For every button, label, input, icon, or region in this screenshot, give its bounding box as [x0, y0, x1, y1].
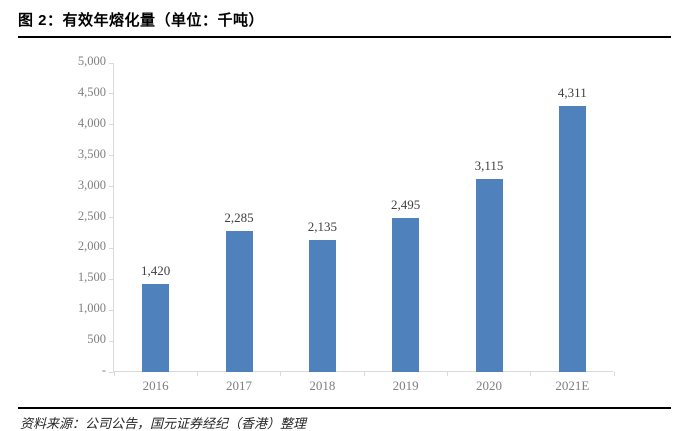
x-axis-tick-mark [613, 372, 615, 376]
y-axis-tick-mark [109, 340, 113, 342]
x-axis-tick-mark [363, 372, 365, 376]
bar-value-label: 4,311 [557, 85, 587, 100]
bar-2016 [142, 284, 170, 372]
y-axis-tick-mark [109, 247, 113, 249]
bar-2017 [225, 231, 253, 372]
x-axis-tick-mark [446, 372, 448, 376]
y-axis-tick-label: 500 [87, 332, 106, 347]
y-axis-tick-label: 4,000 [77, 115, 106, 130]
bar-value-label: 3,115 [474, 158, 504, 173]
title-divider [18, 36, 671, 38]
x-axis-tick-mark [196, 372, 198, 376]
x-axis-category-label: 2016 [142, 378, 169, 393]
bar-value-label: 1,420 [141, 263, 171, 278]
bar-2018 [308, 240, 336, 372]
x-axis-tick-mark [113, 372, 115, 376]
y-axis-tick-mark [109, 155, 113, 157]
x-axis-category-label: 2018 [309, 378, 336, 393]
bar-2019 [392, 218, 420, 372]
x-axis-category-label: 2017 [225, 378, 252, 393]
x-axis-category-label: 2019 [392, 378, 419, 393]
y-axis-tick-label: 5,000 [77, 54, 106, 68]
x-axis-category-label: 2020 [475, 378, 502, 393]
x-axis-tick-mark [530, 372, 532, 376]
y-axis-tick-label: 1,500 [77, 270, 106, 285]
y-axis-tick-label: 2,500 [77, 208, 106, 223]
y-axis-tick-mark [109, 371, 113, 373]
y-axis-tick-label: 2,000 [77, 239, 106, 254]
y-axis-tick-mark [109, 124, 113, 126]
y-axis-tick-label: 3,500 [77, 146, 106, 161]
y-axis-tick-mark [109, 278, 113, 280]
y-axis-tick-mark [109, 93, 113, 95]
x-axis-tick-mark [280, 372, 282, 376]
y-axis-tick-label: 1,000 [77, 301, 106, 316]
y-axis-tick-mark [109, 62, 113, 64]
y-axis-tick-mark [109, 217, 113, 218]
y-axis-tick-label: - [101, 363, 106, 377]
footer-divider [18, 407, 671, 409]
y-axis-tick-mark [109, 309, 113, 311]
source-note: 资料来源：公司公告，国元证券经纪（香港）整理 [20, 416, 307, 431]
bar-2020 [475, 179, 503, 372]
bar-value-label: 2,495 [391, 197, 421, 212]
y-axis-tick-label: 4,500 [77, 84, 106, 99]
y-axis-tick-mark [109, 186, 113, 188]
bar-2021E [558, 106, 586, 372]
x-axis-category-label: 2021E [555, 378, 590, 393]
bar-chart-plot-area: - 500 1,000 1,500 2,000 2,500 3,000 3,500 4,000 4… [78, 54, 615, 393]
figure-title: 图 2：有效年熔化量（单位：千吨） [18, 12, 265, 29]
bar-value-label: 2,285 [224, 210, 254, 225]
bar-value-label: 2,135 [307, 219, 337, 234]
y-axis-tick-label: 3,000 [77, 177, 106, 192]
